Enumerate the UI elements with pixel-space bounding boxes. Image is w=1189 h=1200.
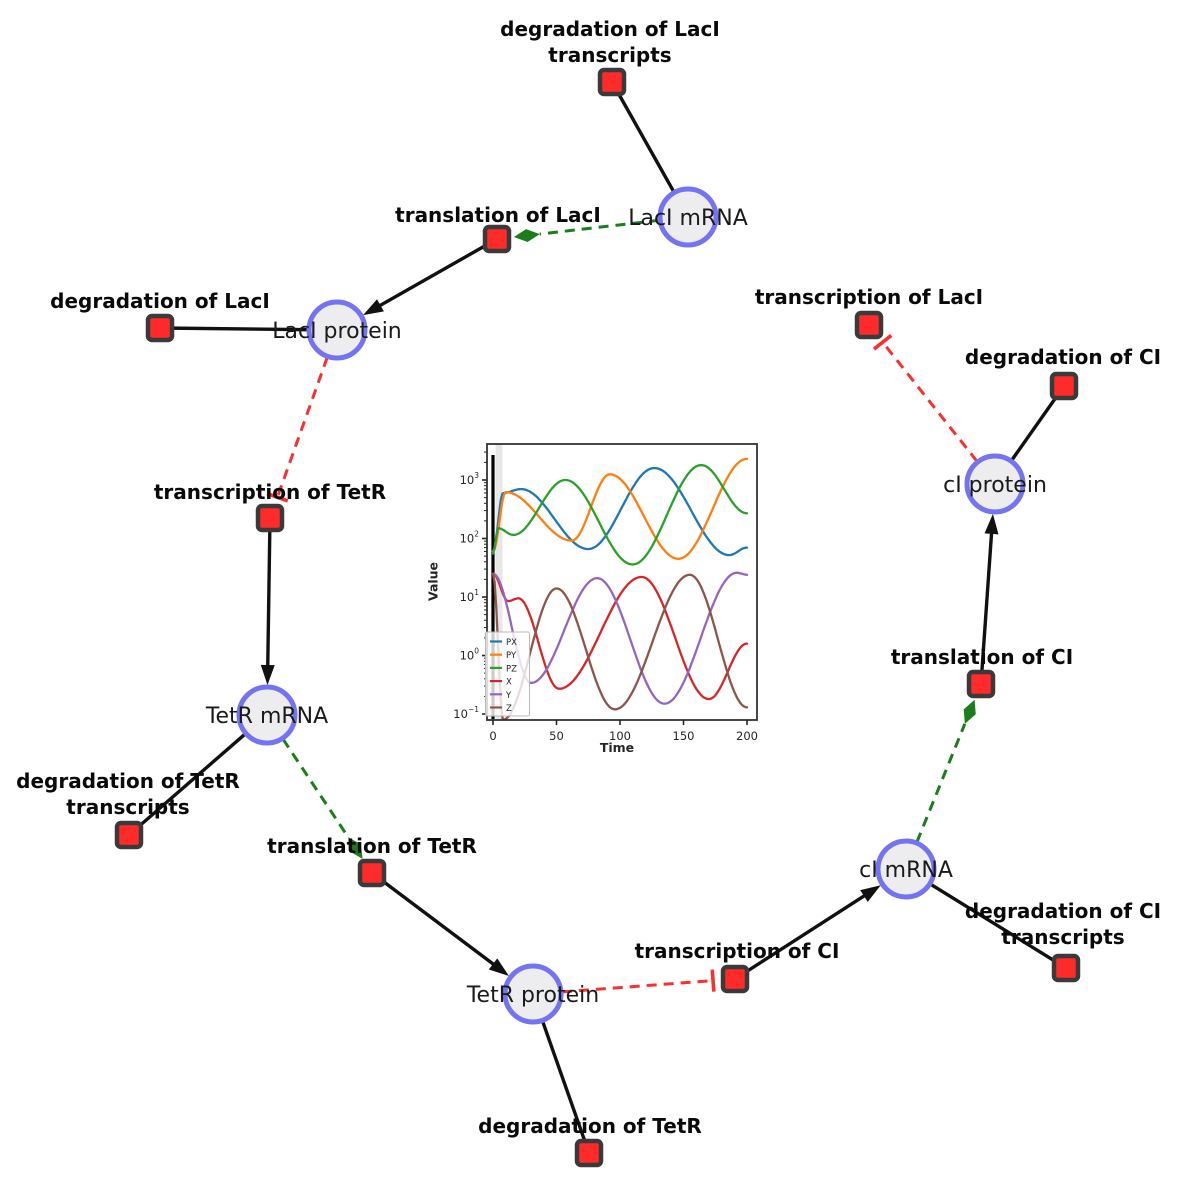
- y-tick-label: 100: [460, 647, 480, 663]
- edge-inhibition-ci_protein-tx_laci: [881, 341, 979, 463]
- chart-x-axis: 0 50 100 150 200: [489, 720, 758, 743]
- reaction-label-deg_tetr: degradation of TetR: [478, 1114, 702, 1138]
- chart-legend: PX PY PZ XYZ: [485, 631, 530, 717]
- edge-arrow-transl_laci-laci_protein-arrowhead: [363, 299, 384, 316]
- reaction-node-deg_ci: [1049, 371, 1079, 401]
- species-label-tetr_protein: TetR protein: [466, 983, 599, 1008]
- edge-line-deg_ci_tx-ci_mrna: [905, 867, 1067, 970]
- edge-inhibition-tetr_protein-tx_ci: [561, 979, 714, 994]
- reaction-node-deg_ci_tx: [1051, 953, 1081, 983]
- chart-series-Y: [491, 571, 749, 705]
- legend-label-Y: Y: [505, 691, 512, 701]
- chart-series-X: [491, 572, 749, 701]
- edge-modifier-tetr_mrna-transl_tetr: [281, 738, 350, 839]
- reaction-node-transl_ci: [966, 669, 996, 699]
- reaction-node-transl_laci: [482, 224, 512, 254]
- edge-arrow-tx_ci-ci_mrna: [734, 893, 867, 981]
- chart-series-PX: [491, 466, 749, 557]
- edge-modifier-ci_mrna-transl_ci: [915, 723, 967, 843]
- reaction-label-deg_ci: degradation of CI: [965, 345, 1161, 369]
- x-tick-label: 100: [609, 729, 631, 743]
- edge-arrow-transl_ci-ci_protein: [979, 531, 994, 685]
- chart-series-Z: [491, 572, 749, 720]
- x-tick-label: 200: [736, 729, 758, 743]
- species-label-ci_protein: cI protein: [943, 473, 1047, 498]
- reaction-label-transl_ci: translation of CI: [891, 645, 1073, 669]
- reaction-label-transl_tetr: translation of TetR: [267, 834, 477, 858]
- reaction-node-deg_laci_tx: [597, 67, 627, 97]
- reaction-node-transl_tetr: [357, 858, 387, 888]
- edges-layer: [127, 81, 1067, 1154]
- y-tick-label: 101: [460, 588, 480, 604]
- y-tick-label: 103: [460, 471, 480, 487]
- labels-layer: degradation of LacI transcripts translatio…: [16, 17, 1161, 1138]
- x-tick-label: 0: [489, 729, 496, 743]
- chart-series-PZ: [491, 463, 749, 566]
- reaction-label-tx_tetr: transcription of TetR: [154, 480, 386, 504]
- edge-modifier-laci_mrna-transl_laci: [539, 218, 660, 236]
- species-node-ci_mrna: [875, 838, 937, 900]
- edge-arrow-transl_ci-ci_protein-arrowhead: [984, 513, 999, 535]
- reaction-node-tx_ci: [720, 964, 750, 994]
- reaction-node-tx_laci: [854, 310, 884, 340]
- reaction-label-tx_ci: transcription of CI: [635, 939, 840, 963]
- x-tick-label: 50: [549, 729, 564, 743]
- reaction-label-tx_laci: transcription of LacI: [755, 285, 983, 309]
- nodes-layer: [114, 67, 1081, 1168]
- timeseries-inset-chart: 0 50 100 150 200 10−1 100 101 102 103 PX PY PZ XYZ: [453, 443, 758, 743]
- species-label-laci_mrna: LacI mRNA: [628, 206, 748, 231]
- reaction-node-deg_tetr: [574, 1138, 604, 1168]
- reaction-label-deg_laci: degradation of LacI: [50, 289, 270, 313]
- edge-inhibition-tetr_protein-tx_ci-tbar-icon: [710, 969, 716, 992]
- chart-series-layer: [491, 457, 749, 720]
- edge-arrow-tx_tetr-tetr_mrna: [266, 517, 272, 668]
- edge-modifier-laci_mrna-transl_laci-diamond-arrowhead: [513, 229, 540, 243]
- edge-inhibition-laci_protein-tx_tetr: [275, 356, 329, 498]
- edge-modifier-tetr_mrna-transl_tetr-diamond-arrowhead: [348, 837, 363, 859]
- edge-arrow-tx_tetr-tetr_mrna-arrowhead: [260, 664, 275, 686]
- species-node-tetr_mrna: [236, 684, 298, 746]
- legend-label-Z: Z: [506, 704, 512, 714]
- species-label-tetr_mrna: TetR mRNA: [205, 704, 328, 729]
- y-tick-label: 102: [460, 530, 480, 546]
- y-tick-label: 10−1: [453, 705, 479, 721]
- chart-plot-border: [486, 443, 758, 721]
- legend-label-X: X: [506, 678, 512, 688]
- edge-arrow-transl_laci-laci_protein: [377, 237, 498, 308]
- legend-label-PY: PY: [506, 651, 517, 661]
- reaction-node-tx_tetr: [255, 503, 285, 533]
- species-label-ci_mrna: cI mRNA: [859, 858, 953, 883]
- edge-arrow-transl_tetr-tetr_protein-arrowhead: [488, 958, 510, 976]
- edge-inhibition-laci_protein-tx_tetr-tbar-icon: [266, 491, 289, 503]
- reaction-node-deg_tetr_tx: [114, 820, 144, 850]
- edge-modifier-ci_mrna-transl_ci-diamond-arrowhead: [963, 699, 976, 724]
- species-label-laci_protein: LacI protein: [272, 319, 402, 344]
- x-tick-label: 150: [673, 729, 695, 743]
- reaction-label-deg_tetr_tx: degradation of TetR transcripts: [16, 769, 240, 819]
- chart-y-axis: 10−1 100 101 102 103: [453, 451, 487, 721]
- reaction-label-deg_laci_tx: degradation of LacI transcripts: [500, 17, 720, 67]
- species-node-laci_protein: [306, 299, 368, 361]
- reaction-label-deg_ci_tx: degradation of CI transcripts: [965, 899, 1161, 949]
- species-node-ci_protein: [964, 453, 1026, 515]
- species-node-laci_mrna: [657, 186, 719, 248]
- edge-arrow-transl_tetr-tetr_protein: [370, 871, 496, 967]
- edge-arrow-tx_ci-ci_mrna-arrowhead: [860, 885, 881, 902]
- edge-inhibition-ci_protein-tx_laci-tbar-icon: [872, 333, 893, 351]
- reaction-label-transl_laci: translation of LacI: [395, 203, 601, 227]
- species-node-tetr_protein: [502, 963, 564, 1025]
- legend-label-PZ: PZ: [506, 664, 517, 674]
- reaction-node-deg_laci: [145, 313, 175, 343]
- legend-label-PX: PX: [506, 638, 517, 648]
